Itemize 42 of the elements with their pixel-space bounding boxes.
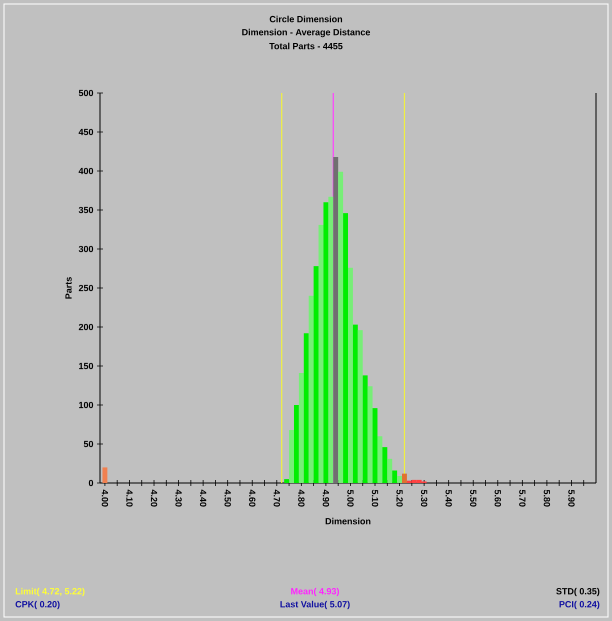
y-tick-label: 200 [78, 324, 94, 330]
x-tick-label: 4.90 [322, 490, 330, 507]
y-tick-label: 50 [84, 440, 94, 448]
x-tick-label: 4.10 [126, 490, 133, 507]
x-tick-label: 5.40 [445, 490, 452, 507]
text: Total Parts - 4455 [269, 42, 343, 50]
x-tick-label: 5.00 [347, 490, 354, 507]
x-tick-label: 4.60 [249, 490, 256, 507]
x-tick-label: 4.20 [150, 490, 158, 507]
x-tick-label: 4.70 [274, 490, 280, 507]
text: Mean( 4.93) [291, 588, 339, 596]
x-tick-label: 4.00 [102, 490, 108, 507]
x-tick-label: 5.90 [568, 490, 575, 507]
y-tick-label: 250 [78, 284, 94, 292]
y-tick-label: 0 [88, 480, 94, 486]
x-tick-label: 5.20 [396, 490, 403, 507]
text: STD( 0.35) [556, 588, 600, 596]
y-tick-label: 500 [78, 90, 94, 96]
chart-title: Circle Dimension [270, 16, 342, 22]
y-axis-title: Parts [65, 277, 72, 299]
chart-subtitle: Dimension - Average Distance [242, 28, 370, 38]
y-tick-label: 150 [79, 362, 94, 370]
x-tick-label: 5.10 [372, 490, 378, 507]
text: PCI( 0.24) [560, 600, 600, 610]
x-tick-label: 4.30 [175, 490, 182, 507]
x-tick-label: 4.80 [298, 490, 305, 507]
x-tick-label: 5.60 [494, 490, 501, 507]
x-tick-label: 5.70 [519, 490, 526, 507]
y-tick-label: 400 [78, 168, 94, 174]
x-tick-label: 4.50 [224, 490, 231, 507]
x-tick-label: 4.40 [200, 490, 206, 507]
y-tick-label: 350 [78, 206, 94, 214]
x-tick-label: 5.30 [420, 490, 428, 507]
text: CPK( 0.20) [16, 600, 60, 610]
text: Last Value( 5.07) [280, 600, 350, 610]
y-tick-label: 100 [79, 402, 94, 408]
y-tick-label: 450 [78, 128, 94, 136]
text: Limit( 4.72, 5.22) [16, 588, 85, 596]
x-tick-label: 5.80 [544, 490, 550, 507]
x-tick-label: 5.50 [470, 490, 476, 507]
y-tick-label: 300 [78, 246, 94, 252]
x-axis-title: Dimension [326, 518, 370, 524]
